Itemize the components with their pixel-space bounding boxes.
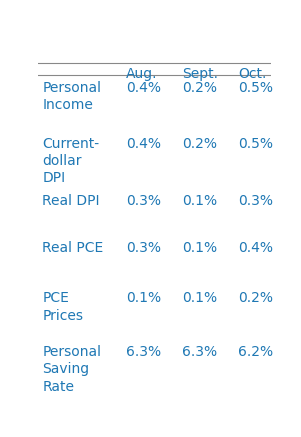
Text: 0.1%: 0.1% (182, 194, 217, 208)
Text: PCE
Prices: PCE Prices (42, 291, 83, 323)
Text: Sept.: Sept. (182, 66, 218, 80)
Text: Oct.: Oct. (238, 66, 267, 80)
Text: 6.2%: 6.2% (238, 345, 273, 359)
Text: 0.3%: 0.3% (238, 194, 273, 208)
Text: Aug.: Aug. (126, 66, 158, 80)
Text: 6.3%: 6.3% (182, 345, 217, 359)
Text: 0.4%: 0.4% (126, 136, 161, 151)
Text: 0.2%: 0.2% (238, 291, 273, 305)
Text: 0.3%: 0.3% (126, 241, 161, 255)
Text: 0.4%: 0.4% (126, 81, 161, 95)
Text: Current-
dollar
DPI: Current- dollar DPI (42, 136, 99, 185)
Text: 0.5%: 0.5% (238, 81, 273, 95)
Text: Real DPI: Real DPI (42, 194, 100, 208)
Text: 0.1%: 0.1% (182, 241, 217, 255)
Text: 0.5%: 0.5% (238, 136, 273, 151)
Text: Personal
Income: Personal Income (42, 81, 101, 112)
Text: 0.2%: 0.2% (182, 81, 217, 95)
Text: 0.3%: 0.3% (126, 194, 161, 208)
Text: 6.3%: 6.3% (126, 345, 161, 359)
Text: Real PCE: Real PCE (42, 241, 104, 255)
Text: 0.2%: 0.2% (182, 136, 217, 151)
Text: Personal
Saving
Rate: Personal Saving Rate (42, 345, 101, 394)
Text: 0.1%: 0.1% (182, 291, 217, 305)
Text: 0.1%: 0.1% (126, 291, 161, 305)
Text: 0.4%: 0.4% (238, 241, 273, 255)
